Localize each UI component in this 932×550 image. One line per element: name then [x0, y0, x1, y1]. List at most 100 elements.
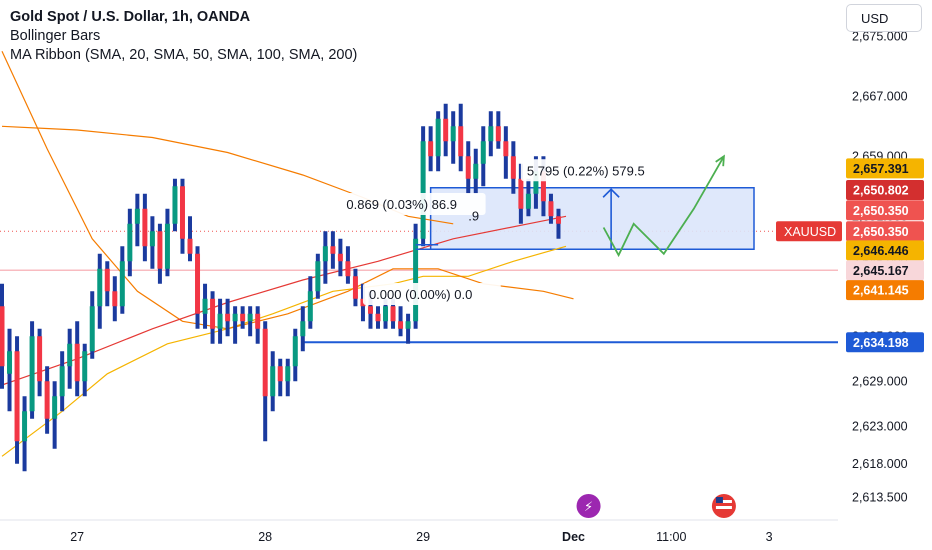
candle-body — [420, 141, 426, 239]
candle-body — [52, 396, 58, 419]
symbol-tag: XAUUSD — [776, 221, 842, 242]
candle-body — [0, 306, 5, 367]
candle-body — [503, 141, 509, 157]
candle-body — [217, 313, 223, 329]
candle-body — [104, 268, 110, 292]
y-tick-label: 2,618.000 — [852, 457, 908, 471]
projected-path — [602, 155, 725, 258]
price-badge-label: 2,657.391 — [853, 162, 909, 176]
candle-body — [44, 381, 50, 419]
candle-body — [398, 321, 404, 329]
price-badge: 2,645.167 — [846, 260, 924, 281]
price-badge-label: 2,650.350 — [853, 204, 909, 218]
price-badge: 2,657.391 — [846, 158, 924, 179]
candle-body — [315, 261, 321, 292]
measure-label: 0.000 (0.00%) 0.0 — [362, 283, 501, 305]
measure-label: 0.869 (0.03%) 86.9 .9 — [340, 193, 486, 223]
candle-body — [533, 171, 539, 194]
currency-button[interactable]: USD — [846, 4, 922, 32]
price-badge: 2,641.145 — [846, 280, 924, 301]
candle-body — [119, 261, 125, 307]
symbol-tag-label: XAUUSD — [784, 225, 836, 239]
y-tick-label: 2,667.000 — [852, 89, 908, 103]
price-badge: 2,650.350 — [846, 221, 924, 242]
candle-body — [383, 306, 389, 322]
measure-label-partial: .9 — [468, 208, 479, 223]
candle-body — [74, 343, 80, 382]
x-tick-label: 27 — [70, 530, 84, 544]
candle-body — [352, 276, 358, 299]
measure-label-box — [362, 283, 501, 305]
candle-body — [540, 171, 546, 202]
candle-body — [225, 313, 231, 322]
price-badge-label: 2,650.802 — [853, 184, 909, 198]
candle-body — [164, 223, 170, 269]
us-flag-stripe — [715, 500, 732, 503]
candle-body — [285, 366, 291, 382]
candle-body — [292, 336, 298, 367]
ma-line-ma200 — [1, 215, 567, 386]
candle-body — [7, 351, 13, 374]
candle-body — [97, 268, 103, 307]
y-tick-label: 2,629.000 — [852, 374, 908, 388]
candle-body — [450, 126, 456, 142]
candle-body — [127, 223, 133, 262]
candle-body — [322, 246, 328, 262]
candle-body — [510, 156, 516, 179]
candle-body — [465, 156, 471, 179]
candle-body — [240, 313, 246, 322]
candle-body — [232, 313, 238, 322]
us-flag-event-icon — [711, 494, 736, 518]
price-badge-label: 2,646.446 — [853, 244, 909, 258]
candle-body — [270, 366, 276, 397]
candle-body — [112, 291, 118, 307]
price-badge-label: 2,645.167 — [853, 264, 909, 278]
us-flag-stripe — [715, 506, 732, 509]
candle-body — [29, 336, 35, 412]
candle-body — [157, 231, 163, 269]
candle-body — [149, 231, 155, 247]
price-badge-label: 2,634.198 — [853, 336, 909, 350]
measure-label: 5.795 (0.22%) 579.5 — [520, 159, 674, 182]
candle-body — [67, 343, 73, 367]
target-arrow-head — [602, 188, 620, 198]
price-badge: 2,634.198 — [846, 332, 924, 353]
candle-body — [22, 411, 28, 442]
candle-body — [390, 306, 396, 322]
lightning-event-icon: ⚡ — [576, 494, 601, 518]
measure-label-text: 0.000 (0.00%) 0.0 — [369, 287, 472, 302]
price-badge-label: 2,641.145 — [853, 284, 909, 298]
candle-body — [210, 298, 216, 329]
candle-body — [59, 366, 65, 397]
candle-body — [345, 261, 351, 277]
price-badge: 2,650.802 — [846, 180, 924, 200]
lightning-icon: ⚡ — [584, 500, 593, 515]
candle-body — [458, 126, 464, 157]
candle-body — [518, 178, 524, 209]
candle-body — [179, 186, 185, 239]
x-tick-label: 28 — [258, 530, 272, 544]
price-badge-box — [846, 260, 924, 281]
candle-body — [473, 163, 479, 179]
candle-body — [187, 238, 193, 254]
y-tick-label: 2,623.000 — [852, 419, 908, 433]
y-tick-label: 2,675.000 — [852, 29, 908, 43]
symbol-tag-box — [776, 221, 842, 242]
x-tick-label: 3 — [766, 530, 773, 544]
candle-body — [443, 118, 449, 142]
x-tick-label: 11:00 — [656, 530, 686, 544]
candle-body — [172, 186, 178, 224]
us-flag-canton — [715, 497, 723, 503]
candle-body — [555, 216, 561, 224]
y-tick-label: 2,613.500 — [852, 491, 908, 505]
price-badge-box — [846, 158, 924, 179]
projected-path-arrowhead — [715, 154, 725, 167]
price-badge-box — [846, 180, 924, 200]
candle-body — [330, 246, 336, 254]
candle-body — [247, 313, 253, 322]
ma-line-ma20 — [1, 245, 567, 457]
price-badge-label: 2,650.350 — [853, 225, 909, 239]
candle-body — [548, 201, 554, 217]
measure-label-text: 5.795 (0.22%) 579.5 — [527, 163, 645, 178]
